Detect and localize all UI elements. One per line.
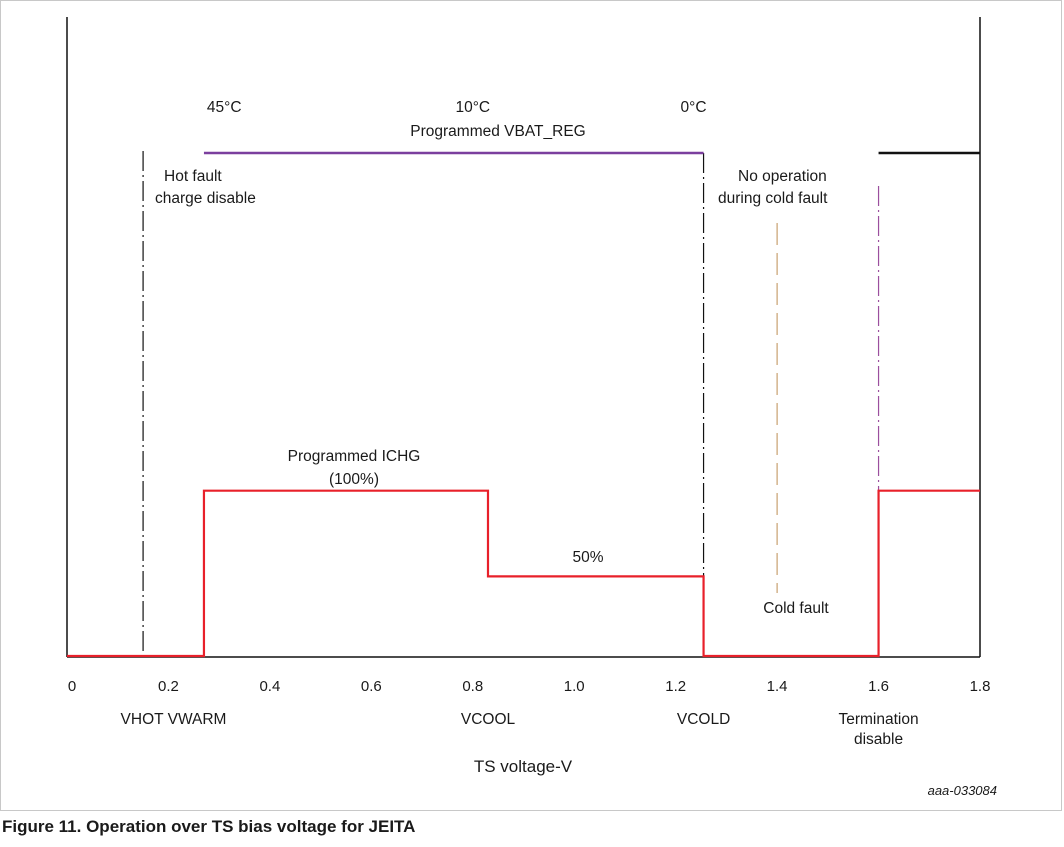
x-tick-label: 0.4 bbox=[259, 678, 280, 695]
threshold-label: VCOOL bbox=[461, 711, 516, 728]
annotation-no-op-2: during cold fault bbox=[718, 190, 828, 207]
threshold-label: Termination bbox=[838, 711, 918, 728]
annotation-fifty-label: 50% bbox=[572, 549, 603, 566]
annotation-vbat-label: Programmed VBAT_REG bbox=[410, 123, 585, 140]
series-lines bbox=[67, 151, 980, 658]
figure-frame: 0 0.2 0.4 0.6 0.8 1.0 1.2 1.4 1.6 1.8 VHOT VWARM V… bbox=[0, 0, 1062, 811]
annotation-no-op-1: No operation bbox=[738, 168, 827, 185]
annotation-hot-fault-1: Hot fault bbox=[164, 168, 222, 185]
x-tick-label: 1.8 bbox=[970, 678, 991, 695]
chart-labels: VHOT VWARM VCOOL VCOLD Termination disable 45… bbox=[121, 99, 919, 748]
annotation-hot-fault-2: charge disable bbox=[155, 190, 256, 207]
annotation-ichg-label-2: (100%) bbox=[329, 471, 379, 488]
x-tick-label: 0 bbox=[68, 678, 76, 695]
vertical-markers bbox=[142, 151, 880, 657]
temperature-label: 45°C bbox=[207, 99, 242, 116]
x-tick-label: 1.0 bbox=[564, 678, 585, 695]
x-tick-label: 1.6 bbox=[868, 678, 889, 695]
figure-id: aaa-033084 bbox=[928, 783, 997, 798]
threshold-label: disable bbox=[854, 731, 903, 748]
x-tick-label: 0.2 bbox=[158, 678, 179, 695]
x-tick-label: 1.4 bbox=[767, 678, 788, 695]
jeita-chart: 0 0.2 0.4 0.6 0.8 1.0 1.2 1.4 1.6 1.8 VHOT VWARM V… bbox=[66, 17, 997, 798]
figure-caption: Figure 11. Operation over TS bias voltag… bbox=[2, 817, 416, 836]
threshold-label: VHOT VWARM bbox=[121, 711, 227, 728]
threshold-label: VCOLD bbox=[677, 711, 730, 728]
x-axis-title: TS voltage-V bbox=[474, 757, 573, 776]
series-ichg bbox=[67, 489, 980, 658]
x-tick-label: 0.6 bbox=[361, 678, 382, 695]
temperature-label: 10°C bbox=[455, 99, 490, 116]
temperature-label: 0°C bbox=[681, 99, 707, 116]
x-axis-ticks: 0 0.2 0.4 0.6 0.8 1.0 1.2 1.4 1.6 1.8 bbox=[68, 678, 991, 695]
x-tick-label: 1.2 bbox=[665, 678, 686, 695]
x-tick-label: 0.8 bbox=[462, 678, 483, 695]
annotation-cold-fault-label: Cold fault bbox=[763, 600, 829, 617]
annotation-ichg-label-1: Programmed ICHG bbox=[288, 448, 421, 465]
